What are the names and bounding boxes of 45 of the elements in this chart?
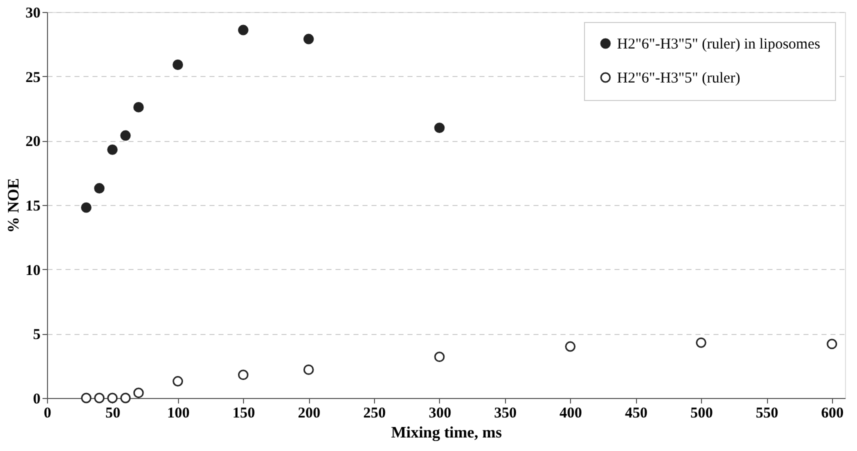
point [81,392,92,404]
y-tick-label: 10 [26,262,40,279]
point [238,370,248,380]
point [120,130,131,141]
point [120,392,131,404]
point [826,338,838,350]
x-tick-label: 550 [756,406,778,422]
point [133,102,144,112]
y-axis-title: % NOE [6,178,22,233]
point [565,341,576,352]
point [238,24,248,36]
point [172,376,184,386]
point [303,34,314,44]
point [696,337,706,348]
legend-label: H2"6"-H3"5" (ruler) in liposomes [617,36,820,52]
point [94,183,105,194]
y-tick-label: 25 [26,70,40,86]
x-tick-label: 600 [821,406,844,422]
x-axis-title: Mixing time, ms [391,424,502,442]
x-tick-label: 150 [232,406,255,422]
legend-label: H2"6"-H3"5" (ruler) [617,70,740,86]
point [107,392,118,404]
point [172,60,184,70]
x-tick-label: 450 [624,406,648,422]
y-tick-label: 15 [26,198,40,214]
y-tick-label: 30 [26,6,40,22]
x-tick-label: 200 [298,406,320,422]
point [303,364,314,375]
x-tick-label: 350 [494,406,517,422]
point [107,144,118,155]
point [434,352,445,362]
y-tick-label: 20 [26,134,40,150]
x-tick-label: 300 [428,406,452,422]
x-tick-label: 0 [44,406,52,422]
y-tick-label: 5 [33,327,40,344]
x-tick-label: 500 [690,406,713,422]
point [133,388,144,398]
x-tick-label: 50 [105,406,120,422]
x-tick-label: 100 [167,406,190,422]
x-tick-label: 250 [363,406,386,422]
point [434,122,445,134]
y-tick-label: 0 [33,392,40,408]
point [81,202,92,213]
point [94,392,105,404]
x-tick-label: 400 [560,406,582,422]
